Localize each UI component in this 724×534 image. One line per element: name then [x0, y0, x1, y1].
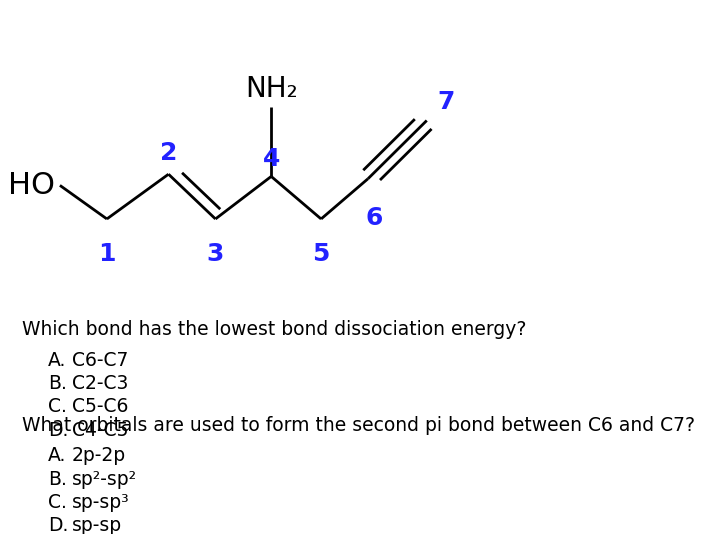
Text: C.: C. [49, 493, 67, 512]
Text: 2p-2p: 2p-2p [72, 446, 126, 465]
Text: What orbitals are used to form the second pi bond between C6 and C7?: What orbitals are used to form the secon… [22, 416, 695, 435]
Text: A.: A. [49, 351, 67, 370]
Text: B.: B. [49, 469, 67, 489]
Text: 3: 3 [207, 242, 224, 266]
Text: sp-sp: sp-sp [72, 516, 122, 534]
Text: sp-sp³: sp-sp³ [72, 493, 130, 512]
Text: D.: D. [49, 421, 69, 439]
Text: sp²-sp²: sp²-sp² [72, 469, 137, 489]
Text: C.: C. [49, 397, 67, 417]
Text: C2-C3: C2-C3 [72, 374, 128, 393]
Text: 2: 2 [160, 142, 177, 165]
Text: B.: B. [49, 374, 67, 393]
Text: 6: 6 [365, 206, 382, 230]
Text: 7: 7 [437, 90, 455, 114]
Text: C5-C6: C5-C6 [72, 397, 128, 417]
Text: C4-C5: C4-C5 [72, 421, 128, 439]
Text: Which bond has the lowest bond dissociation energy?: Which bond has the lowest bond dissociat… [22, 320, 526, 339]
Text: 4: 4 [263, 147, 280, 171]
Text: 1: 1 [98, 242, 116, 266]
Text: NH₂: NH₂ [245, 75, 298, 103]
Text: D.: D. [49, 516, 69, 534]
Text: A.: A. [49, 446, 67, 465]
Text: 5: 5 [313, 242, 330, 266]
Text: C6-C7: C6-C7 [72, 351, 128, 370]
Text: HO: HO [8, 171, 55, 200]
